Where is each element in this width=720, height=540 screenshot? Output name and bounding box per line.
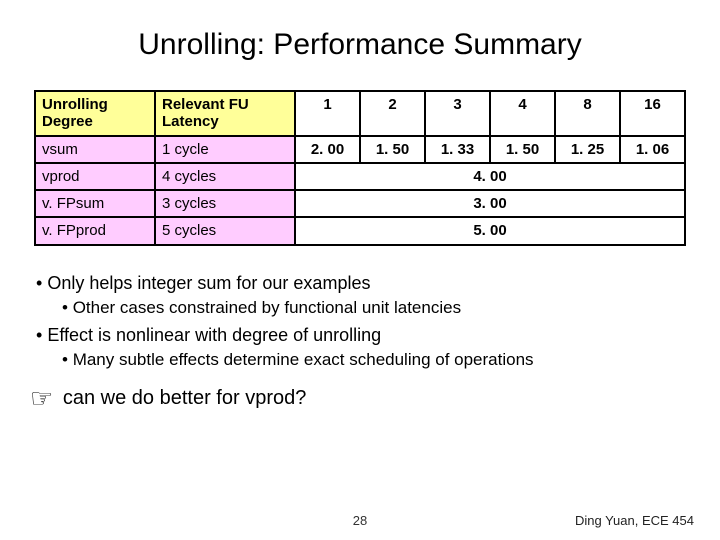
col-16: 16 xyxy=(620,91,685,136)
cell: 2. 00 xyxy=(295,136,360,163)
cell: 1. 33 xyxy=(425,136,490,163)
hdr-degree: Unrolling Degree xyxy=(35,91,155,136)
row-lat: 1 cycle xyxy=(155,136,295,163)
row-lat: 5 cycles xyxy=(155,217,295,244)
row-vfpsum: v. FPsum 3 cycles 3. 00 xyxy=(35,190,685,217)
callout-text: can we do better for vprod? xyxy=(63,387,306,409)
col-1: 1 xyxy=(295,91,360,136)
col-3: 3 xyxy=(425,91,490,136)
bullet-text: Only helps integer sum for our examples xyxy=(47,273,370,293)
row-label: vprod xyxy=(35,163,155,190)
col-4: 4 xyxy=(490,91,555,136)
performance-table: Unrolling Degree Relevant FU Latency 1 2… xyxy=(34,90,686,246)
bullet-2: Effect is nonlinear with degree of unrol… xyxy=(36,322,690,373)
cell: 1. 06 xyxy=(620,136,685,163)
table-header-row: Unrolling Degree Relevant FU Latency 1 2… xyxy=(35,91,685,136)
bullet-1a: Other cases constrained by functional un… xyxy=(62,296,690,321)
bullet-list: Only helps integer sum for our examples … xyxy=(36,270,690,373)
row-vsum: vsum 1 cycle 2. 00 1. 50 1. 33 1. 50 1. … xyxy=(35,136,685,163)
bullet-text: Effect is nonlinear with degree of unrol… xyxy=(47,325,381,345)
bullet-2a: Many subtle effects determine exact sche… xyxy=(62,348,690,373)
footer-credit: Ding Yuan, ECE 454 xyxy=(575,513,694,528)
row-lat: 3 cycles xyxy=(155,190,295,217)
row-lat: 4 cycles xyxy=(155,163,295,190)
slide-title: Unrolling: Performance Summary xyxy=(30,28,690,62)
row-label: v. FPprod xyxy=(35,217,155,244)
merged-cell: 5. 00 xyxy=(295,217,685,244)
merged-cell: 4. 00 xyxy=(295,163,685,190)
slide: Unrolling: Performance Summary Unrolling… xyxy=(0,0,720,540)
hdr-latency: Relevant FU Latency xyxy=(155,91,295,136)
row-vprod: vprod 4 cycles 4. 00 xyxy=(35,163,685,190)
row-label: vsum xyxy=(35,136,155,163)
merged-cell: 3. 00 xyxy=(295,190,685,217)
callout: ☞ can we do better for vprod? xyxy=(30,383,690,414)
col-2: 2 xyxy=(360,91,425,136)
bullet-1: Only helps integer sum for our examples … xyxy=(36,270,690,321)
col-8: 8 xyxy=(555,91,620,136)
cell: 1. 50 xyxy=(490,136,555,163)
row-label: v. FPsum xyxy=(35,190,155,217)
row-vfpprod: v. FPprod 5 cycles 5. 00 xyxy=(35,217,685,244)
cell: 1. 50 xyxy=(360,136,425,163)
cell: 1. 25 xyxy=(555,136,620,163)
pointing-hand-icon: ☞ xyxy=(30,383,53,414)
